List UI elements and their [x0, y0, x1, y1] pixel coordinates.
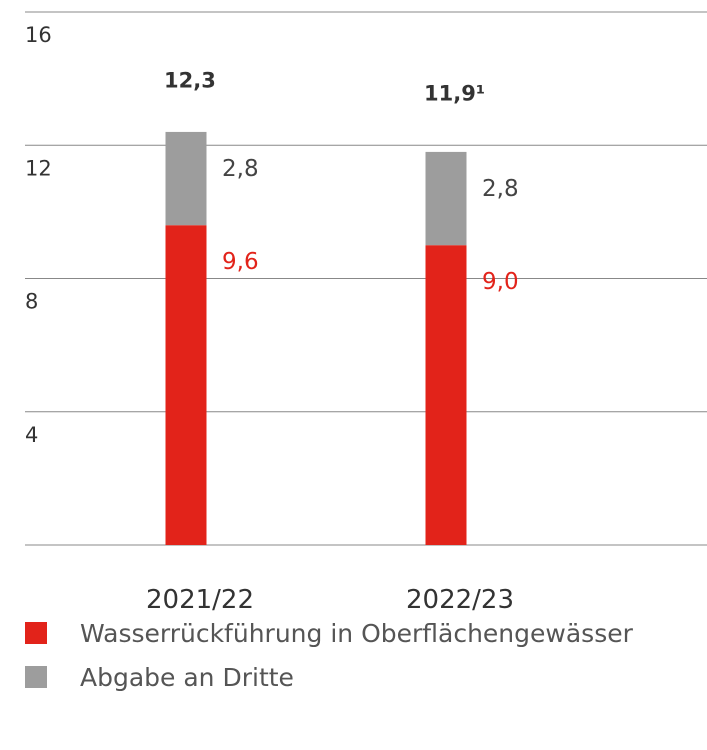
y-tick-label: 8 — [25, 290, 38, 314]
bar-segment — [425, 245, 467, 545]
bar-segment — [425, 151, 467, 246]
y-tick-label: 16 — [25, 23, 52, 47]
data-label: 2,8 — [482, 176, 519, 202]
total-label: 11,9¹ — [424, 82, 485, 106]
data-label: 2,8 — [222, 156, 259, 182]
x-tick-label: 2021/22 — [146, 585, 254, 615]
y-tick-label: 12 — [25, 156, 52, 180]
legend-swatch — [25, 666, 47, 688]
y-tick-label: 4 — [25, 423, 38, 447]
legend-label: Abgabe an Dritte — [80, 663, 294, 692]
data-label: 9,6 — [222, 249, 259, 275]
total-label: 12,3 — [164, 68, 216, 92]
x-tick-label: 2022/23 — [406, 585, 514, 615]
bar-segment — [165, 225, 207, 545]
legend-swatch — [25, 622, 47, 644]
data-label: 9,0 — [482, 269, 519, 295]
legend-label: Wasserrückführung in Oberflächengewässer — [80, 619, 634, 648]
bar-segment — [165, 131, 207, 226]
